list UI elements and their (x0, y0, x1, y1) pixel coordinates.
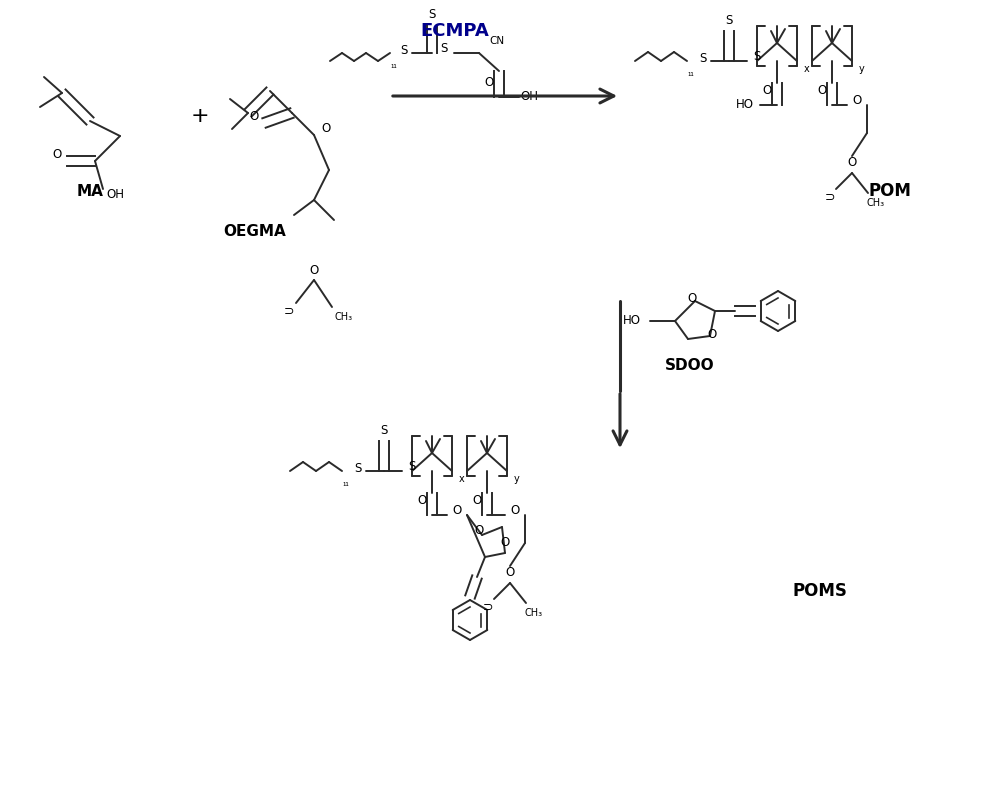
Text: MA: MA (77, 183, 103, 199)
Text: O: O (309, 264, 319, 277)
Text: O: O (762, 84, 772, 97)
Text: POM: POM (869, 182, 911, 200)
Text: +: + (191, 106, 209, 126)
Text: S: S (440, 42, 448, 55)
Text: ₁₁: ₁₁ (343, 478, 349, 487)
Text: CH₃: CH₃ (525, 608, 543, 618)
Text: O: O (817, 84, 827, 97)
Text: O: O (687, 293, 697, 306)
Text: O: O (510, 504, 520, 517)
Text: OH: OH (106, 188, 124, 201)
Text: ECMPA: ECMPA (421, 22, 489, 40)
Text: CH₃: CH₃ (335, 312, 353, 322)
Text: CN: CN (489, 36, 505, 46)
Text: ⊃: ⊃ (825, 191, 835, 204)
Text: S: S (354, 462, 362, 475)
Text: ⊃: ⊃ (483, 600, 493, 613)
Text: S: S (428, 8, 436, 22)
Text: O: O (500, 537, 510, 550)
Text: O: O (852, 93, 862, 106)
Text: O: O (452, 504, 462, 517)
Text: O: O (847, 157, 857, 169)
Text: O: O (249, 109, 259, 122)
Text: ₁₁: ₁₁ (688, 68, 694, 78)
Text: S: S (380, 424, 388, 437)
Text: O: O (474, 525, 484, 538)
Text: y: y (514, 474, 520, 484)
Text: CH₃: CH₃ (867, 198, 885, 208)
Text: ⊃: ⊃ (284, 304, 294, 317)
Text: S: S (699, 53, 707, 66)
Text: x: x (804, 64, 810, 74)
Text: OEGMA: OEGMA (224, 224, 286, 238)
Text: ₁₁: ₁₁ (391, 61, 397, 70)
Text: O: O (472, 495, 482, 508)
Text: S: S (408, 461, 416, 474)
Text: O: O (417, 495, 427, 508)
Text: HO: HO (736, 98, 754, 111)
Text: S: S (400, 45, 408, 58)
Text: O: O (52, 148, 62, 161)
Text: O: O (484, 76, 494, 89)
Text: O: O (707, 328, 717, 341)
Text: HO: HO (623, 315, 641, 328)
Text: x: x (459, 474, 465, 484)
Text: S: S (753, 50, 761, 63)
Text: OH: OH (520, 91, 538, 104)
Text: y: y (859, 64, 865, 74)
Text: POMS: POMS (793, 582, 847, 600)
Text: S: S (725, 15, 733, 28)
Text: SDOO: SDOO (665, 358, 715, 374)
Text: O: O (505, 567, 515, 580)
Text: O: O (321, 122, 331, 135)
